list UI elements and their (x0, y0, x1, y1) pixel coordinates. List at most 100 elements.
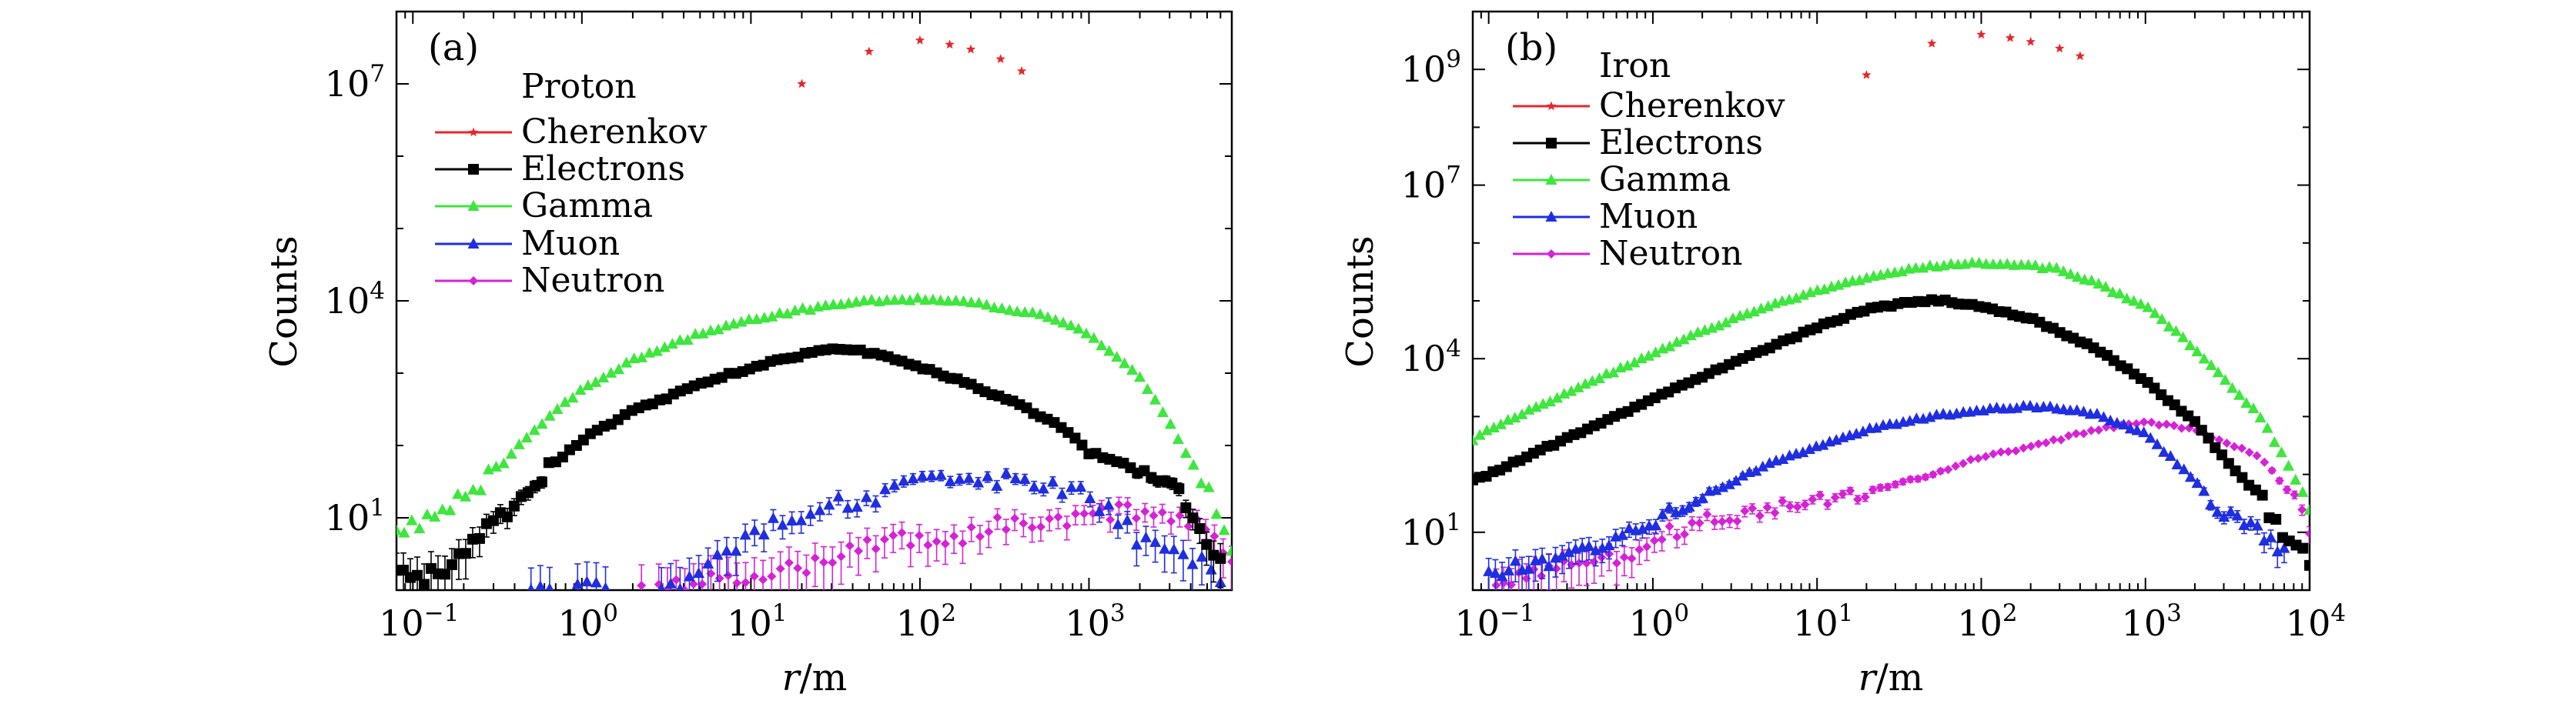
data-point (741, 578, 751, 588)
data-point (1973, 256, 1986, 268)
data-point (1890, 479, 1900, 489)
data-point (473, 532, 485, 544)
data-point (972, 476, 985, 488)
data-point (429, 510, 441, 522)
x-axis-unit: /m (1876, 656, 1924, 699)
data-point (786, 515, 798, 526)
data-point (520, 432, 533, 443)
data-point (2077, 405, 2089, 417)
data-point (758, 529, 770, 540)
data-point (923, 540, 933, 550)
data-point (1509, 412, 1521, 423)
data-point (1523, 403, 1535, 415)
legend-label: Electrons (1599, 123, 1763, 162)
legend-label: Muon (1599, 197, 1698, 236)
data-point (1684, 329, 1697, 341)
x-axis-label: r/m (1858, 656, 1924, 699)
data-point (1815, 490, 1825, 500)
data-point (1803, 443, 1815, 455)
data-point (1003, 304, 1015, 315)
data-point (2261, 422, 2273, 433)
x-axis-var: r (782, 656, 802, 699)
data-point (1778, 496, 1788, 506)
data-point (1650, 519, 1662, 531)
data-point (1717, 481, 1729, 492)
data-point (2124, 422, 2136, 434)
data-point (1845, 485, 1855, 495)
data-point (1065, 319, 1077, 331)
data-point (1623, 522, 1635, 534)
data-point (1611, 558, 1621, 568)
data-point (958, 539, 968, 549)
data-point (1142, 382, 1154, 394)
data-point (2164, 450, 2176, 462)
data-point (1156, 406, 1169, 418)
legend-label: Gamma (521, 186, 653, 225)
data-point (1009, 472, 1022, 484)
data-point (1966, 256, 1979, 268)
data-point (2222, 439, 2232, 449)
data-point (958, 295, 970, 306)
data-point (854, 546, 864, 556)
data-point (2305, 529, 2310, 539)
data-point (2265, 531, 2277, 542)
data-point (1166, 516, 1176, 526)
data-point (1149, 393, 1161, 405)
data-point (1713, 319, 1725, 331)
data-point (2170, 325, 2182, 336)
data-point (446, 559, 457, 570)
data-point (2162, 419, 2172, 429)
data-point (1634, 545, 1644, 555)
data-point (1838, 489, 1848, 499)
data-point (1603, 539, 1615, 551)
data-point (1175, 511, 1185, 521)
data-point (721, 545, 733, 556)
data-point (559, 395, 571, 407)
data-point (2026, 441, 2036, 451)
data-point (1126, 364, 1139, 375)
data-point (2244, 448, 2254, 458)
legend-label: Cherenkov (1599, 86, 1785, 125)
data-point (871, 544, 881, 554)
data-point (1019, 519, 1029, 529)
data-point (2163, 320, 2175, 332)
data-point (1750, 465, 1762, 476)
data-point (732, 578, 742, 588)
data-point (597, 372, 610, 383)
panel-a: (a) Proton Cherenkov Electrons Gamma Muo… (263, 10, 1233, 699)
legend-marker (1546, 101, 1557, 111)
data-point (995, 54, 1005, 64)
legend-label: Electrons (521, 149, 685, 189)
data-point (1509, 555, 1521, 566)
data-point (912, 292, 924, 303)
data-point (2254, 412, 2267, 423)
data-point (2144, 432, 2156, 443)
x-tick-label: 100 (1629, 599, 1689, 644)
data-point (2304, 559, 2310, 571)
data-point (1762, 300, 1775, 312)
x-tick-label: 104 (2286, 599, 2346, 644)
data-point (1053, 512, 1063, 522)
data-point (1862, 70, 1872, 79)
data-point (2158, 445, 2170, 457)
data-point (1792, 502, 1802, 512)
series-cherenkov (797, 35, 1027, 88)
data-point (2171, 459, 2183, 470)
data-point (1875, 482, 1885, 492)
data-point (879, 535, 889, 545)
data-point (1130, 539, 1142, 550)
data-point (2055, 43, 2065, 53)
data-point (1487, 421, 1500, 432)
data-point (870, 496, 882, 508)
data-point (907, 472, 919, 484)
data-point (467, 483, 480, 495)
data-point (995, 302, 1008, 313)
data-point (1530, 401, 1542, 412)
series-gamma (396, 292, 1232, 556)
data-point (935, 294, 947, 305)
data-point (2019, 443, 2029, 453)
data-point (2184, 339, 2196, 351)
data-point (2011, 445, 2021, 455)
series-neutron (1491, 417, 2310, 590)
y-tick-label: 107 (1401, 162, 1461, 206)
